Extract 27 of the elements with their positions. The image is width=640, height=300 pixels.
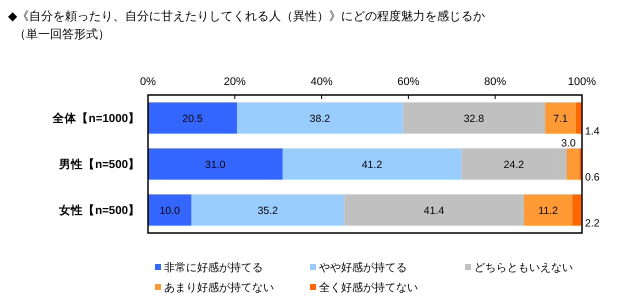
x-tick-label: 80% bbox=[484, 76, 506, 88]
data-label: 11.2 bbox=[538, 205, 558, 217]
chart-subtitle: （単一回答形式） bbox=[14, 27, 110, 41]
x-tick-label: 0% bbox=[140, 76, 156, 88]
data-label: 10.0 bbox=[159, 205, 180, 217]
chart-title: ◆《自分を頼ったり、自分に甘えたりしてくれる人（異性）》にどの程度魅力を感じるか bbox=[8, 9, 486, 23]
data-label: 0.6 bbox=[585, 172, 600, 184]
data-label: 3.0 bbox=[561, 137, 576, 150]
data-label: 24.2 bbox=[504, 159, 524, 171]
x-tick-label: 40% bbox=[310, 76, 333, 88]
x-tick-label: 20% bbox=[224, 76, 246, 88]
legend-label: やや好感が持てる bbox=[319, 261, 407, 274]
y-tick-label: 全体【n=1000】 bbox=[52, 111, 140, 125]
x-tick-label: 60% bbox=[397, 76, 420, 88]
data-label: 20.5 bbox=[182, 113, 203, 125]
data-label: 32.8 bbox=[464, 113, 484, 125]
data-label: 41.2 bbox=[362, 159, 382, 171]
data-label: 1.4 bbox=[585, 126, 600, 138]
data-label: 35.2 bbox=[258, 205, 278, 217]
y-tick-label: 女性【n=500】 bbox=[58, 203, 140, 217]
data-label: 31.0 bbox=[205, 159, 226, 171]
x-tick-label: 100% bbox=[568, 76, 596, 88]
y-tick-label: 男性【n=500】 bbox=[58, 157, 140, 171]
data-label: 7.1 bbox=[553, 113, 568, 125]
data-label: 2.2 bbox=[585, 218, 600, 230]
data-label: 38.2 bbox=[310, 113, 330, 125]
data-label: 41.4 bbox=[424, 205, 444, 217]
